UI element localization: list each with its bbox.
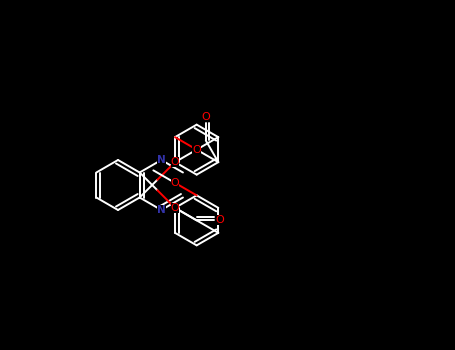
Text: O: O bbox=[171, 203, 179, 213]
Text: O: O bbox=[216, 215, 224, 225]
Text: O: O bbox=[171, 178, 179, 188]
Text: O: O bbox=[192, 145, 201, 155]
Text: N: N bbox=[157, 205, 166, 215]
Text: O: O bbox=[171, 157, 179, 167]
Text: N: N bbox=[157, 155, 166, 165]
Text: O: O bbox=[202, 112, 210, 122]
